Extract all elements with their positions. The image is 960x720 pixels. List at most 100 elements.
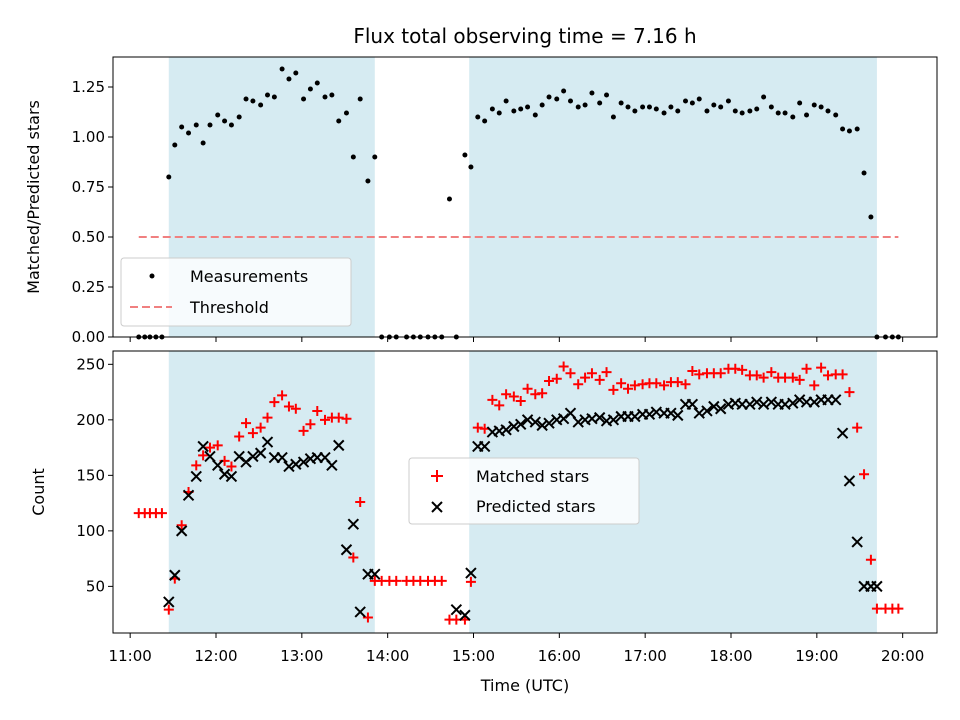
measurement-point [582,102,588,108]
predicted-star-point [354,606,366,618]
matched-star-point [865,554,876,565]
measurement-point [532,112,538,118]
matched-star-point [508,391,519,402]
predicted-star-point [572,416,584,428]
predicted-star-point [593,411,606,424]
matched-star-point [565,368,576,379]
matched-star-point [766,367,777,378]
matched-star-point [501,389,512,400]
measurement-point [186,130,192,136]
matched-star-point [837,369,848,380]
predicted-star-point [465,567,477,579]
measurement-point [525,104,531,110]
measurement-point [314,80,320,86]
matched-star-point [787,372,798,383]
measurement-point [653,106,659,112]
matched-star-point [637,379,648,390]
measurement-point [228,122,234,128]
measurement-point [661,110,667,116]
measurement-point [539,102,545,108]
top-shading-band-1 [469,57,877,337]
predicted-star-point [529,416,542,428]
top-y-ticks-label: 0.75 [72,178,105,196]
matched-star-point [573,379,584,390]
matched-star-point [341,413,352,424]
matched-star-point [616,378,627,389]
top-legend-box [120,257,352,327]
predicted-star-point [843,475,856,487]
matched-star-point [623,383,633,394]
predicted-star-point [276,451,288,464]
predicted-star-point [515,418,527,430]
predicted-star-point [672,409,684,422]
measurement-point [632,108,638,114]
top-y-ticks-label: 0.25 [72,278,105,296]
predicted-star-point [830,394,842,406]
measurement-point [854,126,860,132]
matched-star-point [580,372,591,383]
measurement-point [825,108,831,114]
predicted-star-point [643,408,656,420]
predicted-star-point [836,427,849,439]
matched-star-point [794,374,805,385]
bottom-y-axis-label: Count [29,468,48,516]
measurement-point [804,112,810,118]
bottom-x-axis-label: Time (UTC) [480,676,569,695]
bottom-x-tick-label: 19:00 [795,647,838,665]
measurement-point [258,102,264,108]
measurement-point [265,92,270,98]
top-legend: Measurements Threshold [120,257,352,327]
matched-star-point [687,365,698,376]
predicted-star-point [543,417,555,429]
measurement-point [818,104,824,110]
predicted-star-point [212,459,224,472]
bottom-legend: Matched stars Predicted stars [408,457,640,525]
top-y-ticks-label: 1.25 [72,78,105,96]
predicted-star-point [508,420,520,433]
legend-predicted-label: Predicted stars [476,497,596,516]
predicted-star-point [283,460,295,473]
matched-star-point [436,575,447,586]
predicted-star-point [871,580,883,593]
matched-star-point [269,397,280,408]
measurement-point [561,88,567,94]
predicted-star-point [297,456,310,468]
matched-star-point [551,373,562,384]
measurement-point [350,154,356,160]
measurement-point [250,98,256,104]
measurement-point [482,118,488,124]
matched-star-point [651,378,662,389]
measurement-point [790,114,796,120]
measurement-point [518,106,524,112]
measurement-point [840,126,846,132]
measurement-point [797,100,803,106]
predicted-star-point [347,518,360,530]
measurement-point [704,108,710,114]
matched-star-point [586,368,597,379]
matched-star-point [305,419,316,430]
bottom-x-tick-label: 18:00 [709,647,752,665]
measurement-point [193,122,199,128]
measurement-point [618,100,624,106]
measurement-point [215,112,221,118]
measurement-point [718,104,724,110]
predicted-star-point [261,436,274,448]
matched-star-point [715,368,726,379]
measurement-point [754,106,760,112]
matched-star-point [694,369,705,380]
matched-star-point [198,450,209,461]
measurement-point [475,114,481,120]
predicted-star-point [787,397,799,409]
measurement-point [207,122,213,128]
matched-star-point [163,604,174,615]
measurement-point [372,154,378,160]
matched-star-point [348,552,359,563]
matched-star-point [234,431,245,442]
measurement-point [868,214,874,220]
measurement-point [732,108,738,114]
predicted-star-point [175,525,188,537]
matched-star-point [333,412,344,423]
matched-star-point [537,388,548,399]
measurement-point [668,104,674,110]
predicted-star-point [851,536,863,548]
